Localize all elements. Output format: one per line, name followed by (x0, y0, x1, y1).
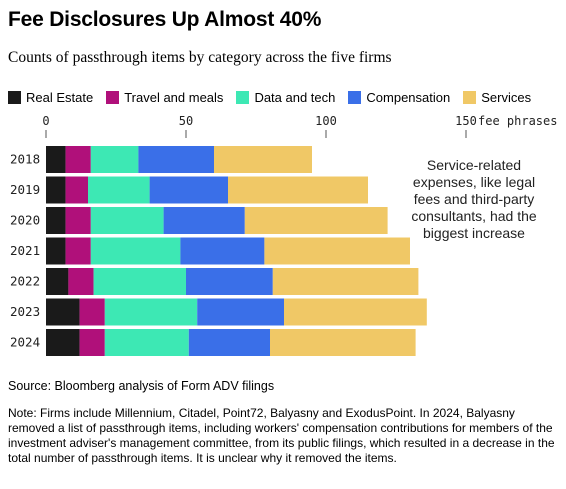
bar-segment (79, 329, 105, 356)
legend-swatch (236, 91, 250, 104)
bar-segment (270, 329, 416, 356)
bar-segment (90, 207, 164, 234)
chart-legend: Real Estate Travel and meals Data and te… (8, 90, 544, 105)
bar-segment (46, 268, 69, 295)
legend-label: Services (481, 90, 532, 105)
legend-item-real-estate: Real Estate (8, 90, 93, 105)
legend-item-travel-and-meals: Travel and meals (106, 90, 223, 105)
bar-segment (186, 268, 273, 295)
bar-segment (180, 237, 265, 265)
bar-segment (272, 268, 419, 295)
bar-segment (284, 298, 427, 326)
x-tick-label: 50 (179, 114, 193, 128)
bar-segment (88, 176, 150, 204)
legend-item-data-and-tech: Data and tech (236, 90, 335, 105)
bar-segment (104, 298, 198, 326)
bar-segment (79, 298, 105, 326)
category-label: 2019 (10, 182, 40, 197)
bar-segment (65, 176, 88, 204)
stacked-bar-chart: 0 50 100 150 fee phrases 2018 2019 2020 2021 2022… (10, 114, 557, 356)
chart-subtitle: Counts of passthrough items by category … (8, 49, 392, 66)
bar-segment (68, 268, 94, 295)
legend-swatch (463, 91, 477, 104)
bar-segment (65, 207, 91, 234)
category-label: 2024 (10, 335, 40, 350)
legend-label: Compensation (366, 90, 451, 105)
category-label: 2020 (10, 213, 40, 228)
x-tick-label: 100 (315, 114, 337, 128)
legend-label: Real Estate (26, 90, 94, 105)
bar-segment (90, 237, 181, 265)
bar-segment (46, 298, 80, 326)
bar-segment (197, 298, 284, 326)
bar-segment (90, 146, 139, 173)
chart-annotation: Service-related expenses, like legal fee… (411, 157, 537, 241)
bar-segment (46, 207, 66, 234)
source-note: Source: Bloomberg analysis of Form ADV f… (8, 379, 275, 393)
legend-label: Travel and meals (124, 90, 224, 105)
legend-label: Data and tech (254, 90, 336, 105)
bar-segment (46, 146, 66, 173)
category-label: 2023 (10, 304, 40, 319)
category-label: 2021 (10, 243, 40, 258)
legend-item-services: Services (463, 90, 531, 105)
bar-segment (46, 329, 80, 356)
bar-segment (188, 329, 270, 356)
legend-swatch (106, 91, 120, 104)
bar-segment (163, 207, 245, 234)
bar-segment (46, 237, 66, 265)
legend-item-compensation: Compensation (348, 90, 450, 105)
footnote: Note: Firms include Millennium, Citadel,… (8, 406, 555, 465)
x-tick-label: 150 (455, 114, 477, 128)
category-label: 2018 (10, 152, 40, 167)
bar-segment (149, 176, 228, 204)
bar-segment (104, 329, 189, 356)
bar-segment (244, 207, 388, 234)
bar-segment (46, 176, 66, 204)
x-axis-unit: fee phrases (478, 114, 557, 128)
bar-segment (264, 237, 410, 265)
bar-segment (65, 237, 91, 265)
bar-segment (65, 146, 91, 173)
x-tick-label: 0 (42, 114, 49, 128)
category-label: 2022 (10, 274, 40, 289)
bar-segment (228, 176, 368, 204)
chart-title: Fee Disclosures Up Almost 40% (8, 8, 322, 31)
bar-segment (138, 146, 214, 173)
bar-segment (93, 268, 186, 295)
legend-swatch (348, 91, 362, 104)
bar-segment (214, 146, 312, 173)
legend-swatch (8, 91, 21, 104)
